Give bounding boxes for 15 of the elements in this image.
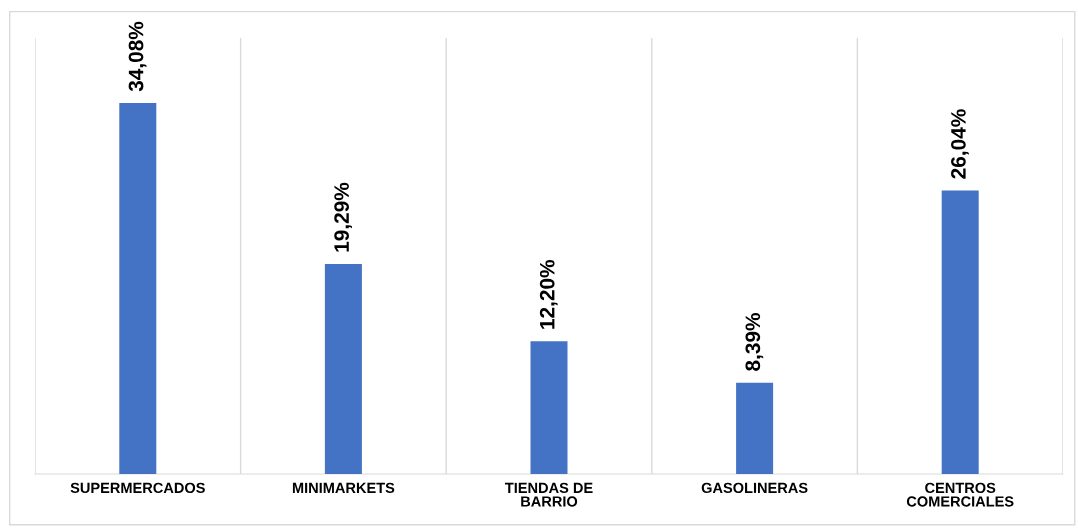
data-label: 12,20% <box>539 259 558 329</box>
data-label: 8,39% <box>745 313 764 371</box>
x-tick-label: MINIMARKETS <box>292 482 395 494</box>
bar <box>736 382 774 474</box>
x-tick-label: GASOLINERAS <box>701 482 808 494</box>
data-label: 26,04% <box>951 109 969 179</box>
bar <box>119 102 157 474</box>
bar <box>941 190 979 474</box>
x-tick-label: SUPERMERCADOS <box>70 482 205 494</box>
data-label: 34,08% <box>128 21 147 92</box>
x-tick-label: TIENDAS DE BARRIO <box>505 482 593 507</box>
x-tick-label: CENTROS COMERCIALES <box>906 482 1014 507</box>
data-label: 19,29% <box>334 182 353 252</box>
bar <box>530 341 568 474</box>
bar <box>324 263 362 474</box>
